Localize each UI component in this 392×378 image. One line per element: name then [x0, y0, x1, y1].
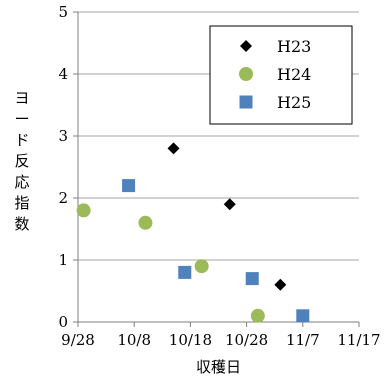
data-point-h23 — [223, 198, 236, 211]
y-tick-label: 1 — [58, 251, 68, 269]
x-tick-label: 9/28 — [61, 331, 95, 349]
y-tick-label: 0 — [58, 313, 68, 331]
legend-marker-h23 — [240, 40, 252, 52]
y-axis-title: ヨード反応指数 — [14, 89, 29, 233]
x-axis-title: 収穫日 — [196, 358, 241, 376]
legend-label-h23: H23 — [277, 37, 311, 56]
data-point-h23 — [274, 278, 287, 291]
legend-marker-h24 — [239, 67, 253, 81]
data-point-h25 — [245, 272, 259, 286]
data-point-h25 — [178, 265, 192, 279]
y-tick-label: 5 — [58, 3, 68, 21]
data-point-h24 — [250, 308, 265, 323]
y-tick-label: 4 — [58, 65, 68, 83]
legend-label-h24: H24 — [277, 65, 311, 84]
x-tick-label: 10/8 — [117, 331, 151, 349]
y-tick-label: 3 — [58, 127, 68, 145]
data-point-h24 — [76, 203, 91, 218]
data-point-h25 — [122, 179, 136, 193]
x-tick-label: 11/17 — [337, 331, 380, 349]
data-point-h25 — [296, 309, 310, 323]
data-point-h24 — [138, 215, 153, 230]
x-tick-label: 11/7 — [286, 331, 320, 349]
x-tick-label: 10/18 — [169, 331, 212, 349]
data-point-h23 — [167, 142, 180, 155]
legend-marker-h25 — [239, 95, 253, 109]
y-tick-label: 2 — [58, 189, 68, 207]
legend-label-h25: H25 — [277, 93, 311, 112]
legend-box — [209, 25, 353, 125]
x-tick-label: 10/28 — [225, 331, 268, 349]
data-point-h24 — [194, 259, 209, 274]
